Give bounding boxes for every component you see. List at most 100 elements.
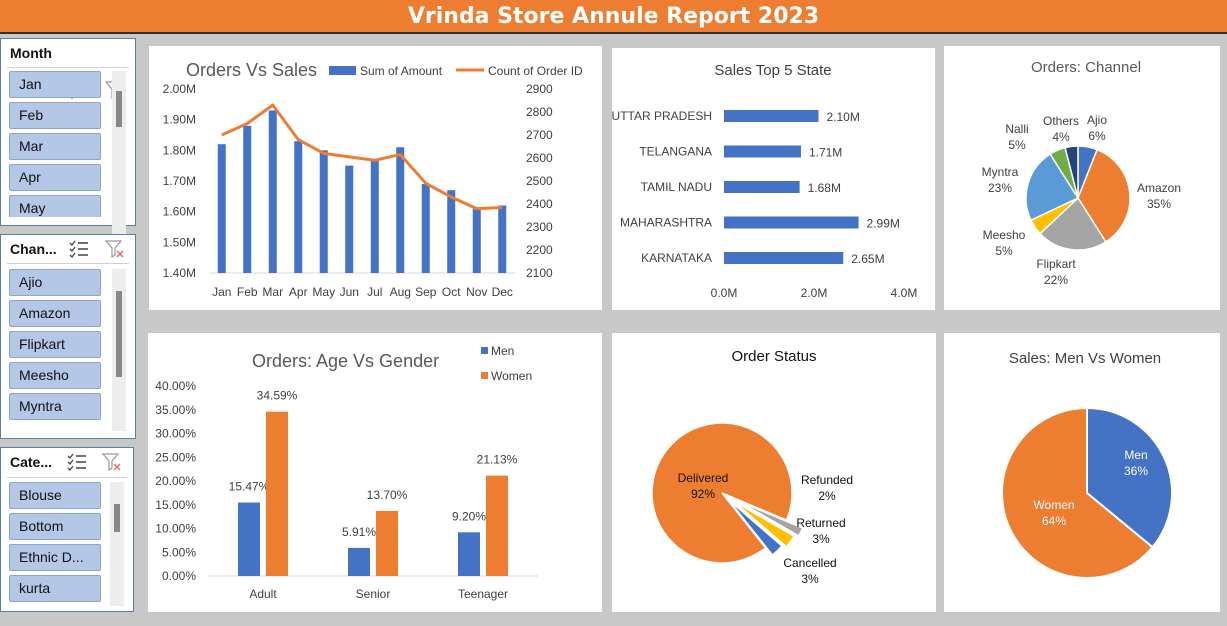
slice-name-label: Amazon (1137, 181, 1181, 195)
slice-name-label: Delivered (678, 471, 729, 485)
multi-select-icon[interactable] (67, 453, 87, 471)
clear-filter-icon[interactable] (105, 239, 125, 259)
bar-women-senior (376, 510, 398, 576)
y-tick-label: 30.00% (155, 427, 196, 441)
bar-amount-sep (421, 184, 430, 273)
bar-men-teenager (458, 532, 480, 576)
slicer-category: Cate... Blouse Bottom Ethnic D... kurta (0, 447, 134, 612)
state-label: UTTAR PRADESH (612, 109, 712, 123)
state-label: TAMIL NADU (641, 180, 712, 194)
y-tick-label: 40.00% (155, 379, 196, 393)
y-right-tick-label: 2100 (526, 266, 553, 280)
y-right-tick-label: 2700 (526, 128, 553, 142)
panel-top5-state: Sales Top 5 State UTTAR PRADESH 2.10M TELAN… (612, 48, 935, 310)
bar-amount-jun (345, 165, 354, 273)
bar-tamil-nadu (724, 181, 800, 193)
data-label: 5.91% (342, 525, 376, 539)
data-label: 13.70% (367, 488, 408, 502)
slice-name-label: Myntra (982, 165, 1019, 179)
y-left-tick-label: 1.80M (163, 143, 196, 157)
x-tick-label: Oct (442, 285, 461, 299)
slicer-item-bottom[interactable]: Bottom (9, 513, 101, 540)
slice-name-label: Women (1033, 498, 1074, 512)
slice-pct-label: 3% (801, 572, 819, 586)
slicer-item-flipkart[interactable]: Flipkart (9, 331, 101, 358)
slicer-category-list: Blouse Bottom Ethnic D... kurta (9, 482, 101, 607)
x-tick-label: Mar (262, 285, 283, 299)
slice-delivered (651, 422, 793, 564)
slicer-item-amazon[interactable]: Amazon (9, 300, 101, 327)
x-tick-label: Sep (415, 285, 437, 299)
slice-pct-label: 6% (1088, 129, 1106, 143)
slicer-item-ethnic-dress[interactable]: Ethnic D... (9, 544, 101, 571)
sales-top5-state-chart: Sales Top 5 State UTTAR PRADESH 2.10M TELAN… (612, 62, 918, 300)
slicer-item-kurta[interactable]: kurta (9, 575, 101, 602)
bar-amount-jan (217, 144, 226, 273)
slicer-item-mar[interactable]: Mar (9, 133, 101, 160)
scrollbar-thumb[interactable] (114, 504, 120, 532)
bar-amount-apr (294, 141, 303, 273)
slice-pct-label: 64% (1042, 514, 1066, 528)
slice-men (1086, 406, 1173, 549)
y-tick-label: 20.00% (155, 474, 196, 488)
slicer-month-scrollbar[interactable] (112, 71, 126, 251)
slicer-item-apr[interactable]: Apr (9, 164, 101, 191)
slicer-item-blouse[interactable]: Blouse (9, 482, 101, 509)
slicer-channel-scrollbar[interactable] (112, 269, 126, 431)
bar-amount-mar (268, 110, 277, 273)
slicer-item-myntra[interactable]: Myntra (9, 393, 101, 420)
slicer-category-scrollbar[interactable] (110, 482, 124, 606)
data-label: 2.65M (851, 252, 884, 266)
legend-label-orders: Count of Order ID (488, 64, 583, 78)
y-tick-label: 25.00% (155, 450, 196, 464)
y-left-tick-label: 1.60M (163, 205, 196, 219)
x-tick-label: Aug (390, 285, 411, 299)
data-label: 2.10M (827, 110, 860, 124)
x-tick-label: Nov (466, 285, 487, 299)
x-tick-label: Apr (289, 285, 308, 299)
slice-pct-label: 5% (995, 244, 1013, 258)
data-label: 1.68M (808, 181, 841, 195)
legend-swatch-men (481, 347, 488, 354)
clear-filter-icon[interactable] (102, 452, 122, 472)
slicer-item-ajio[interactable]: Ajio (9, 269, 101, 296)
slice-flipkart (1039, 196, 1107, 251)
y-left-tick-label: 1.90M (163, 113, 196, 127)
multi-select-icon[interactable] (69, 240, 89, 258)
x-tick-label: Dec (492, 285, 513, 299)
y-right-tick-label: 2800 (526, 105, 553, 119)
data-label: 1.71M (809, 146, 842, 160)
slicer-item-jan[interactable]: Jan (9, 71, 101, 98)
slicer-item-meesho[interactable]: Meesho (9, 362, 101, 389)
slicer-item-may[interactable]: May (9, 195, 101, 217)
data-label: 15.47% (229, 480, 270, 494)
orders-vs-sales-chart: Orders Vs Sales Sum of Amount Count of Ord… (163, 60, 583, 299)
slice-name-label: Meesho (983, 228, 1026, 242)
scrollbar-thumb[interactable] (116, 91, 122, 127)
slice-pct-label: 2% (818, 489, 836, 503)
x-tick-label: Jul (367, 285, 382, 299)
panel-orders-vs-sales: Orders Vs Sales Sum of Amount Count of Ord… (149, 46, 602, 310)
panel-age-vs-gender: Orders: Age Vs Gender Men Women 0.00% 5.00% 1… (148, 333, 602, 612)
slicer-item-feb[interactable]: Feb (9, 102, 101, 129)
slice-name-label: Ajio (1087, 113, 1107, 127)
slice-pct-label: 3% (812, 532, 830, 546)
slice-cancelled (728, 499, 783, 557)
slice-amazon (1077, 148, 1131, 243)
slice-others (1064, 145, 1079, 199)
x-tick-label: 4.0M (891, 286, 918, 300)
chart-title: Sales Top 5 State (714, 62, 831, 79)
data-label: 34.59% (257, 389, 298, 403)
slice-pct-label: 4% (1052, 130, 1070, 144)
slice-pct-label: 22% (1044, 273, 1068, 287)
x-tick-label: 2.0M (801, 286, 828, 300)
legend-label-women: Women (491, 369, 532, 383)
scrollbar-thumb[interactable] (116, 291, 122, 377)
slice-name-label: Men (1124, 448, 1147, 462)
report-title: Vrinda Store Annule Report 2023 (407, 3, 820, 29)
panel-orders-channel: Orders: Channel Ajio 6% Amazon 35% Flipkart 22… (944, 46, 1220, 310)
y-left-tick-label: 1.70M (163, 174, 196, 188)
x-tick-label: Feb (237, 285, 258, 299)
x-tick-label: May (312, 285, 335, 299)
state-label: MAHARASHTRA (620, 216, 712, 230)
